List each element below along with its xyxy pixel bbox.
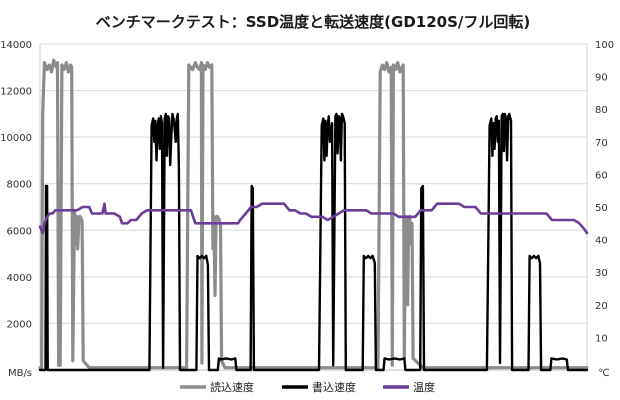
right-tick-label: 90 <box>595 73 608 84</box>
right-tick-label: 20 <box>595 301 608 312</box>
left-tick-label: 8000 <box>7 180 32 191</box>
axes <box>39 44 588 371</box>
legend: 読込速度 書込速度 温度 <box>180 380 435 394</box>
legend-label-2: 書込速度 <box>312 380 356 394</box>
series-line-3 <box>38 202 589 235</box>
right-tick-label: 50 <box>595 203 608 214</box>
legend-label-1: 読込速度 <box>210 380 254 394</box>
right-tick-label: 10 <box>595 333 608 344</box>
right-tick-label: 100 <box>595 40 614 51</box>
left-tick-label: 2000 <box>7 319 32 330</box>
left-tick-label: 4000 <box>7 273 32 284</box>
series-layer <box>38 58 589 372</box>
left-tick-label: 10000 <box>0 133 32 144</box>
right-tick-label: 40 <box>595 236 608 247</box>
right-tick-label: 70 <box>595 138 608 149</box>
right-tick-label: 80 <box>595 105 608 116</box>
series-line-2 <box>38 112 589 372</box>
right-tick-label: 30 <box>595 268 608 279</box>
left-tick-label: 12000 <box>0 87 32 98</box>
chart-title: ベンチマークテスト：SSD温度と転送速度(GD120S/フル回転) <box>96 13 530 31</box>
right-tick-label: 60 <box>595 170 608 181</box>
right-axis-unit: ℃ <box>598 368 609 379</box>
left-tick-label: 6000 <box>7 226 32 237</box>
left-tick-label: 14000 <box>0 40 32 51</box>
series-line-1 <box>38 58 589 370</box>
right-axis-ticks: 10 20 30 40 50 60 70 80 90 100 <box>595 40 614 344</box>
left-axis-unit: MB/s <box>8 368 32 379</box>
legend-label-3: 温度 <box>413 380 435 394</box>
left-axis-ticks: 2000 4000 6000 8000 10000 12000 14000 <box>0 40 32 330</box>
grid-lines <box>40 43 587 324</box>
